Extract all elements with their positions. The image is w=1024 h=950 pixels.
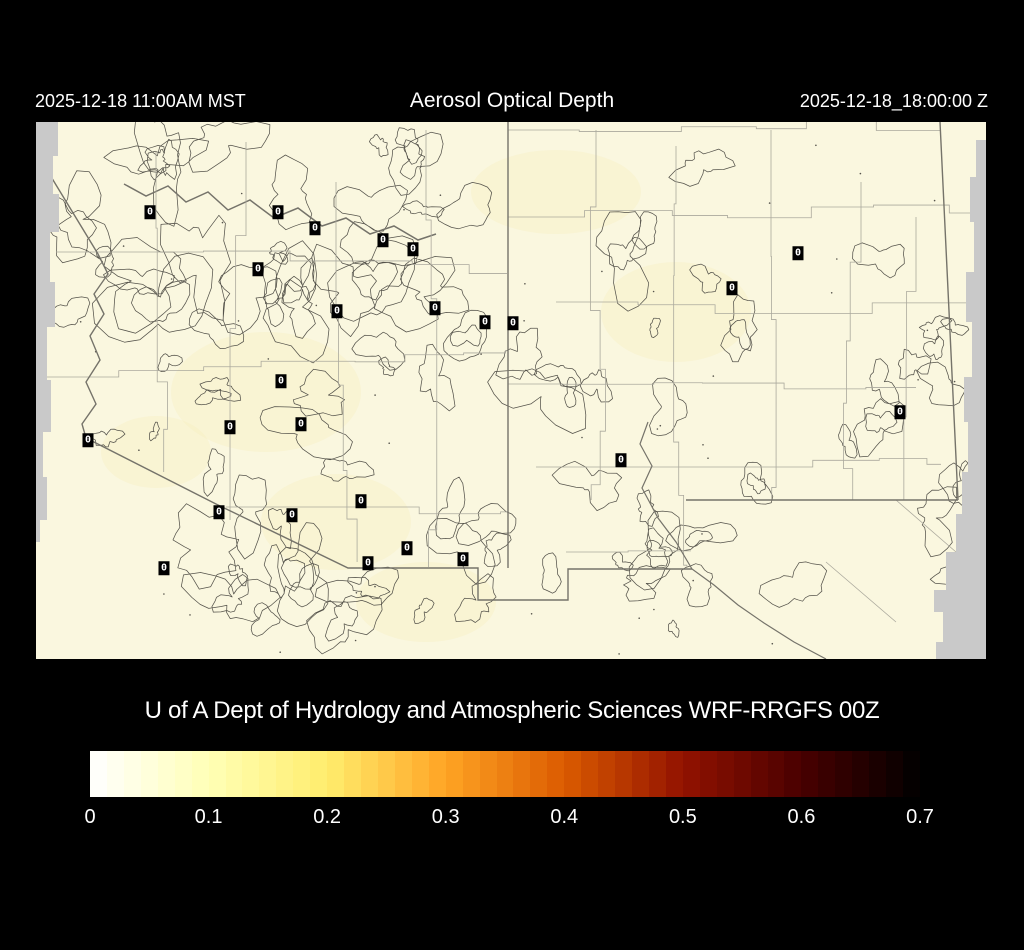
colorbar-band bbox=[225, 751, 243, 797]
map-value-label: 0 bbox=[144, 205, 156, 219]
map-canvas bbox=[36, 122, 986, 659]
map-value-label: 0 bbox=[158, 561, 170, 575]
local-valid-time: 2025-12-18 11:00AM MST bbox=[35, 91, 246, 111]
colorbar-band bbox=[394, 751, 412, 797]
colorbar-band bbox=[581, 751, 599, 797]
colorbar-band bbox=[835, 751, 853, 797]
map-value-label: 0 bbox=[224, 420, 236, 434]
map-value-label: 0 bbox=[507, 316, 519, 330]
colorbar-band bbox=[547, 751, 565, 797]
colorbar-band bbox=[530, 751, 548, 797]
map-value-label: 0 bbox=[295, 417, 307, 431]
colorbar-band bbox=[903, 751, 920, 797]
colorbar-band bbox=[157, 751, 175, 797]
colorbar-band bbox=[886, 751, 903, 797]
colorbar-band bbox=[513, 751, 531, 797]
colorbar-tick-label: 0.1 bbox=[194, 806, 223, 828]
colorbar-band bbox=[462, 751, 480, 797]
colorbar-band bbox=[682, 751, 700, 797]
forecast-map: 0 0 0 0 0 0 0 0 0 0 0 0 0 0 0 0 0 0 0 0 0 0 0 0 0 bbox=[36, 122, 986, 659]
map-value-label: 0 bbox=[275, 374, 287, 388]
map-value-label: 0 bbox=[792, 246, 804, 260]
colorbar-band bbox=[716, 751, 734, 797]
colorbar-band bbox=[818, 751, 836, 797]
colorbar-band bbox=[106, 751, 124, 797]
colorbar-band bbox=[648, 751, 666, 797]
colorbar-band bbox=[377, 751, 395, 797]
colorbar-band bbox=[852, 751, 870, 797]
utc-valid-time: 2025-12-18_18:00:00 Z bbox=[799, 91, 988, 111]
colorbar-band bbox=[242, 751, 260, 797]
map-value-label: 0 bbox=[355, 494, 367, 508]
colorbar-tick-label: 0.7 bbox=[906, 806, 934, 828]
colorbar-band bbox=[123, 751, 141, 797]
colorbar-band bbox=[598, 751, 616, 797]
map-value-label: 0 bbox=[286, 508, 298, 522]
colorbar bbox=[90, 751, 920, 797]
caption: U of A Dept of Hydrology and Atmospheric… bbox=[144, 697, 880, 724]
map-value-label: 0 bbox=[479, 315, 491, 329]
map-value-label: 0 bbox=[272, 205, 284, 219]
map-value-label: 0 bbox=[407, 242, 419, 256]
colorbar-band bbox=[750, 751, 768, 797]
map-value-label: 0 bbox=[309, 221, 321, 235]
map-value-label: 0 bbox=[726, 281, 738, 295]
plot-title: Aerosol Optical Depth bbox=[409, 89, 615, 112]
colorbar-band bbox=[801, 751, 819, 797]
map-value-label: 0 bbox=[457, 552, 469, 566]
map-value-label: 0 bbox=[615, 453, 627, 467]
colorbar-tick-row: 0 0.1 0.2 0.3 0.4 0.5 0.6 0.7 bbox=[84, 806, 933, 836]
colorbar-band bbox=[564, 751, 582, 797]
colorbar-band bbox=[665, 751, 683, 797]
colorbar-band bbox=[90, 751, 107, 797]
colorbar-band bbox=[428, 751, 446, 797]
colorbar-band bbox=[140, 751, 158, 797]
map-value-label: 0 bbox=[331, 304, 343, 318]
colorbar-band bbox=[411, 751, 429, 797]
colorbar-band bbox=[496, 751, 514, 797]
map-value-label: 0 bbox=[362, 556, 374, 570]
colorbar-band bbox=[479, 751, 497, 797]
colorbar-band bbox=[276, 751, 294, 797]
colorbar-tick-label: 0 bbox=[84, 806, 96, 828]
map-value-label: 0 bbox=[213, 505, 225, 519]
colorbar-band bbox=[310, 751, 328, 797]
colorbar-band bbox=[361, 751, 378, 797]
colorbar-band bbox=[869, 751, 887, 797]
map-value-label: 0 bbox=[429, 301, 441, 315]
colorbar-band bbox=[259, 751, 277, 797]
colorbar-band bbox=[615, 751, 632, 797]
colorbar-tick-label: 0.5 bbox=[668, 806, 697, 828]
colorbar-band bbox=[733, 751, 751, 797]
map-value-label: 0 bbox=[377, 233, 389, 247]
colorbar-tick-label: 0.4 bbox=[550, 806, 579, 828]
colorbar-band bbox=[293, 751, 311, 797]
colorbar-band bbox=[327, 751, 345, 797]
colorbar-band bbox=[191, 751, 209, 797]
map-value-label: 0 bbox=[252, 262, 264, 276]
colorbar-band bbox=[174, 751, 192, 797]
map-value-label: 0 bbox=[894, 405, 906, 419]
colorbar-band bbox=[767, 751, 785, 797]
colorbar-band bbox=[699, 751, 717, 797]
colorbar-tick-label: 0.3 bbox=[431, 806, 460, 828]
colorbar-band bbox=[208, 751, 226, 797]
colorbar-band bbox=[344, 751, 361, 797]
colorbar-band bbox=[445, 751, 463, 797]
colorbar-band bbox=[784, 751, 802, 797]
colorbar-band bbox=[632, 751, 649, 797]
colorbar-tick-label: 0.6 bbox=[787, 806, 816, 828]
colorbar-tick-label: 0.2 bbox=[313, 806, 342, 828]
map-value-label: 0 bbox=[401, 541, 413, 555]
map-value-label: 0 bbox=[82, 433, 94, 447]
